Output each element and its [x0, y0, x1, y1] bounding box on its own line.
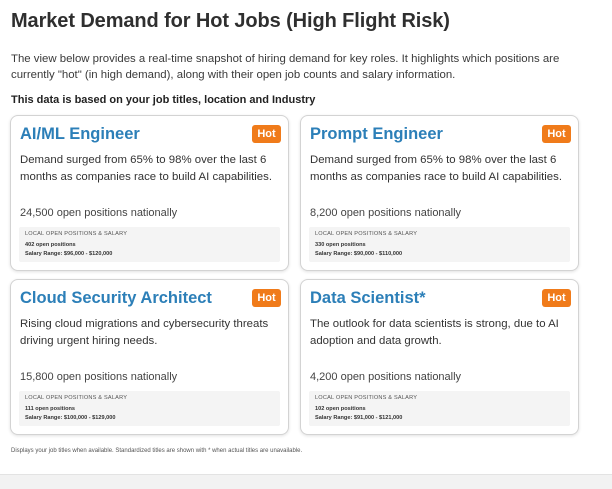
- job-title: Cloud Security Architect: [20, 289, 212, 307]
- salary-range: Salary Range: $91,000 - $121,000: [315, 415, 403, 421]
- national-open-positions: 4,200 open positions nationally: [310, 371, 462, 383]
- job-title: Prompt Engineer: [310, 125, 443, 143]
- hot-badge: Hot: [252, 289, 281, 307]
- job-card-cloud-security-architect[interactable]: Cloud Security Architect Hot Rising clou…: [10, 279, 289, 435]
- job-title: AI/ML Engineer: [20, 125, 140, 143]
- salary-range: Salary Range: $96,000 - $120,000: [25, 251, 113, 257]
- job-description: Rising cloud migrations and cybersecurit…: [20, 318, 269, 347]
- job-title: Data Scientist*: [310, 289, 426, 307]
- hot-badge: Hot: [252, 125, 281, 143]
- job-card-prompt-engineer[interactable]: Prompt Engineer Hot Demand surged from 6…: [300, 115, 579, 271]
- job-card-ai-ml-engineer[interactable]: AI/ML Engineer Hot Demand surged from 65…: [10, 115, 289, 271]
- hot-badge: Hot: [542, 125, 571, 143]
- footnote: Displays your job titles when available.…: [11, 448, 303, 454]
- bottom-divider: [0, 474, 612, 489]
- local-positions-label: LOCAL OPEN POSITIONS & SALARY: [25, 395, 128, 401]
- local-positions-box: LOCAL OPEN POSITIONS & SALARY 102 open p…: [309, 391, 570, 426]
- local-positions-label: LOCAL OPEN POSITIONS & SALARY: [315, 395, 418, 401]
- data-basis-note: This data is based on your job titles, l…: [11, 94, 316, 106]
- national-open-positions: 15,800 open positions nationally: [20, 371, 178, 383]
- local-positions-box: LOCAL OPEN POSITIONS & SALARY 330 open p…: [309, 227, 570, 262]
- page-title: Market Demand for Hot Jobs (High Flight …: [11, 10, 450, 32]
- local-positions-box: LOCAL OPEN POSITIONS & SALARY 111 open p…: [19, 391, 280, 426]
- local-open-positions: 402 open positions: [25, 242, 76, 248]
- job-description: Demand surged from 65% to 98% over the l…: [310, 154, 562, 183]
- job-description: The outlook for data scientists is stron…: [310, 318, 559, 347]
- salary-range: Salary Range: $100,000 - $129,000: [25, 415, 116, 421]
- job-description: Demand surged from 65% to 98% over the l…: [20, 154, 272, 183]
- local-open-positions: 102 open positions: [315, 406, 366, 412]
- local-positions-label: LOCAL OPEN POSITIONS & SALARY: [25, 231, 128, 237]
- national-open-positions: 8,200 open positions nationally: [310, 207, 462, 219]
- job-card-data-scientist[interactable]: Data Scientist* Hot The outlook for data…: [300, 279, 579, 435]
- national-open-positions: 24,500 open positions nationally: [20, 207, 178, 219]
- local-open-positions: 111 open positions: [25, 406, 76, 412]
- salary-range: Salary Range: $90,000 - $110,000: [315, 251, 403, 257]
- hot-badge: Hot: [542, 289, 571, 307]
- local-positions-label: LOCAL OPEN POSITIONS & SALARY: [315, 231, 418, 237]
- local-open-positions: 330 open positions: [315, 242, 366, 248]
- local-positions-box: LOCAL OPEN POSITIONS & SALARY 402 open p…: [19, 227, 280, 262]
- intro-text: The view below provides a real-time snap…: [11, 53, 560, 81]
